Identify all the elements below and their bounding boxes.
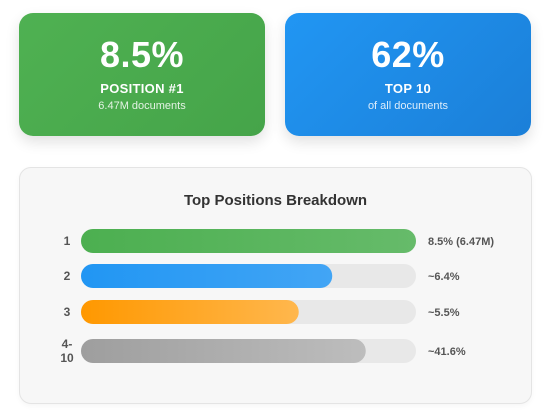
stat-card-position-1: 8.5% POSITION #1 6.47M documents: [19, 13, 265, 136]
bar-4: [81, 339, 366, 363]
stat-card-top-10: 62% TOP 10 of all documents: [285, 13, 531, 136]
breakdown-panel: Top Positions Breakdown 1 8.5% (6.47M) 2 ~6…: [19, 167, 532, 404]
positions-bar-chart: 1 8.5% (6.47M) 2 ~6.4% 3 ~5.5% 4-10 ~41.6%: [60, 229, 494, 365]
bar-3: [81, 300, 299, 324]
bar-2: [81, 264, 333, 288]
rank-label: 1: [64, 234, 71, 248]
stat-value: 62%: [371, 34, 445, 75]
rank-label: 3: [64, 305, 71, 319]
rank-label: 2: [64, 269, 71, 283]
rank-label: 4-10: [60, 337, 74, 365]
stat-subtext: 6.47M documents: [98, 100, 186, 112]
value-label: ~6.4%: [428, 271, 460, 283]
stat-value: 8.5%: [99, 34, 185, 75]
bar-1: [81, 229, 416, 253]
stat-label: TOP 10: [384, 81, 432, 96]
stat-subtext: of all documents: [367, 100, 449, 112]
stat-label: POSITION #1: [100, 81, 184, 96]
value-label: ~41.6%: [428, 346, 466, 358]
chart-title: Top Positions Breakdown: [183, 192, 368, 209]
value-label: 8.5% (6.47M): [428, 236, 494, 248]
value-label: ~5.5%: [428, 307, 460, 319]
